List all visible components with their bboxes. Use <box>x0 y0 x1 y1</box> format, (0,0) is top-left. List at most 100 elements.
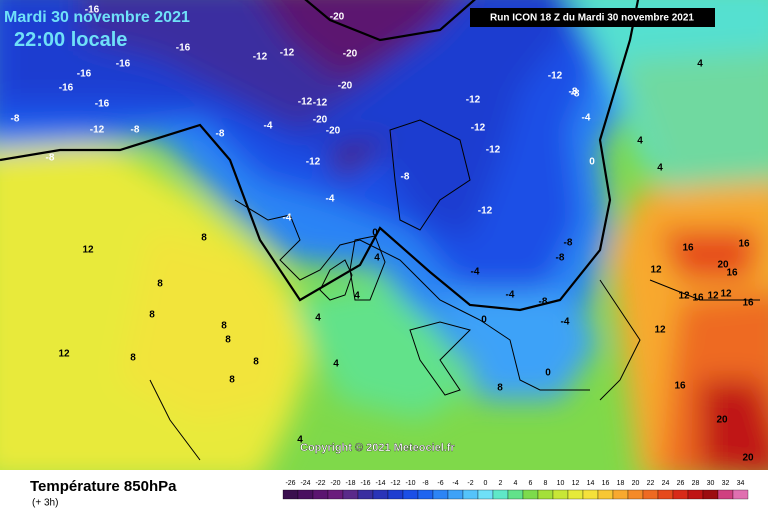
contour-label: -8 <box>216 129 225 140</box>
footer-title: Température 850hPa <box>30 478 177 495</box>
contour-label: 8 <box>229 375 235 386</box>
legend-swatch <box>462 489 479 500</box>
legend-swatch <box>492 489 509 500</box>
legend-swatch <box>297 489 314 500</box>
contour-label: -4 <box>506 290 515 301</box>
contour-label: -16 <box>176 43 191 54</box>
contour-label: -4 <box>326 194 335 205</box>
legend-swatch <box>417 489 434 500</box>
contour-label: 4 <box>697 59 703 70</box>
contour-label: 8 <box>130 353 136 364</box>
map-time: 22:00 locale <box>14 29 127 51</box>
legend-swatch <box>642 489 659 500</box>
legend-swatch <box>537 489 554 500</box>
legend-tick-label: 0 <box>484 480 488 487</box>
contour-label: 4 <box>333 359 339 370</box>
legend-tick-label: -16 <box>360 480 370 487</box>
legend-swatch <box>327 489 344 500</box>
legend-swatch <box>282 489 299 500</box>
contour-label: -16 <box>77 69 92 80</box>
contour-label: 16 <box>738 239 750 250</box>
legend-tick-label: 2 <box>499 480 503 487</box>
contour-label: -12 <box>466 95 481 106</box>
legend-tick-label: 28 <box>692 480 700 487</box>
contour-label: -12 <box>478 206 493 217</box>
legend-swatch <box>552 489 569 500</box>
legend-tick-label: -22 <box>315 480 325 487</box>
contour-label: 4 <box>657 163 663 174</box>
legend-tick-label: -18 <box>345 480 355 487</box>
contour-label: 4 <box>637 136 643 147</box>
legend-swatch <box>342 489 359 500</box>
legend-swatch <box>657 489 674 500</box>
contour-label: -4 <box>561 317 570 328</box>
legend-swatch <box>372 489 389 500</box>
contour-label: -4 <box>283 213 292 224</box>
legend-swatch <box>612 489 629 500</box>
contour-label: 12 <box>82 245 94 256</box>
contour-label: -20 <box>343 49 358 60</box>
legend-swatch <box>402 489 419 500</box>
map: -16-16-16-16-16-16-20-20-20-12-12-12-8-8… <box>0 0 768 470</box>
legend-tick-label: -12 <box>390 480 400 487</box>
contour-label: -12 <box>548 71 563 82</box>
legend-tick-label: -4 <box>452 480 458 487</box>
contour-label: 12 <box>720 289 732 300</box>
contour-label: -12 <box>90 125 105 136</box>
legend-tick-label: 8 <box>544 480 548 487</box>
contour-label: 0 <box>481 315 487 326</box>
contour-label: 0 <box>372 228 378 239</box>
legend-swatch <box>507 489 524 500</box>
legend-swatch <box>477 489 494 500</box>
legend-tick-label: 32 <box>722 480 730 487</box>
map-date: Mardi 30 novembre 2021 <box>4 9 190 26</box>
contour-label: -12 <box>313 98 328 109</box>
legend-tick-label: -10 <box>405 480 415 487</box>
isotherm <box>304 0 476 42</box>
legend-tick-label: 12 <box>572 480 580 487</box>
zero-isotherm <box>0 0 640 312</box>
legend-swatch <box>597 489 614 500</box>
legend-tick-label: -26 <box>285 480 295 487</box>
legend-swatch <box>732 489 749 500</box>
legend-swatch <box>702 489 719 500</box>
run-label: Run ICON 18 Z du Mardi 30 novembre 2021 <box>490 13 694 24</box>
contour-label: 8 <box>157 279 163 290</box>
legend-swatch <box>717 489 734 500</box>
legend-swatch <box>357 489 374 500</box>
contour-label: 0 <box>589 157 595 168</box>
contour-label: 8 <box>497 383 503 394</box>
legend-tick-label: -2 <box>467 480 473 487</box>
legend-tick-label: 18 <box>617 480 625 487</box>
contour-label: 12 <box>707 291 719 302</box>
contour-label: -16 <box>59 83 74 94</box>
contour-label: 12 <box>654 325 666 336</box>
legend-tick-label: 14 <box>587 480 595 487</box>
contour-label: -20 <box>330 12 345 23</box>
contour-label: 8 <box>221 321 227 332</box>
contour-label: -16 <box>116 59 131 70</box>
contour-label: -12 <box>486 145 501 156</box>
legend-swatch <box>312 489 329 500</box>
contour-label: -12 <box>253 52 268 63</box>
contour-label: 16 <box>692 293 704 304</box>
legend-swatch <box>447 489 464 500</box>
contour-labels: -16-16-16-16-16-16-20-20-20-12-12-12-8-8… <box>11 5 754 464</box>
contour-label: -16 <box>85 5 100 16</box>
contour-label: 0 <box>545 368 551 379</box>
legend-swatch <box>672 489 689 500</box>
contour-label: -12 <box>298 97 313 108</box>
legend-swatch <box>432 489 449 500</box>
contour-label: -12 <box>306 157 321 168</box>
contour-label: -12 <box>471 123 486 134</box>
contour-label: -8 <box>539 297 548 308</box>
legend-tick-label: 26 <box>677 480 685 487</box>
legend-tick-label: -14 <box>375 480 385 487</box>
legend-swatch <box>387 489 404 500</box>
legend-swatch <box>582 489 599 500</box>
contour-label: -4 <box>264 121 273 132</box>
legend-swatch <box>522 489 539 500</box>
contour-label: 12 <box>650 265 662 276</box>
color-legend: -26 -24 -22 -20 -18 -16 -14 -12 -10 -8 -6 -4 -2 0 2 4 6 8… <box>282 480 749 500</box>
